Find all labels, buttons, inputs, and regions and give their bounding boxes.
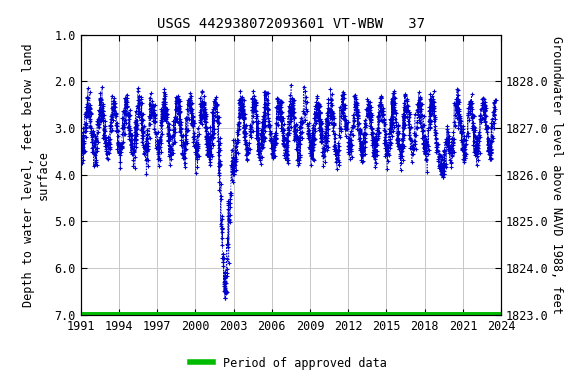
Title: USGS 442938072093601 VT-WBW   37: USGS 442938072093601 VT-WBW 37 [157, 17, 425, 31]
Y-axis label: Depth to water level, feet below land
surface: Depth to water level, feet below land su… [22, 43, 50, 306]
Legend: Period of approved data: Period of approved data [185, 352, 391, 374]
Y-axis label: Groundwater level above NAVD 1988, feet: Groundwater level above NAVD 1988, feet [550, 36, 563, 314]
